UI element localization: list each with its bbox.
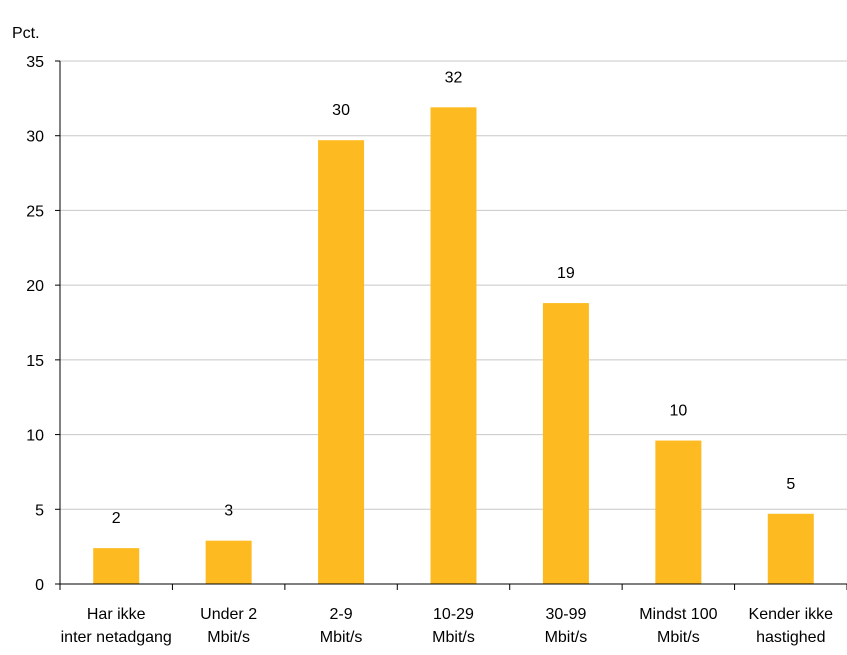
data-label-0: 2 [112,510,121,527]
data-label-1: 3 [224,503,233,520]
y-tick-label-2: 10 [26,428,44,445]
x-tick-label-1-line-0: Under 2 [200,606,257,623]
x-tick-label-2-line-1: Mbit/s [320,629,363,646]
bar-1 [205,540,252,584]
x-tick-label-3-line-1: Mbit/s [432,629,475,646]
x-tick-label-3-line-0: 10-29 [433,606,474,623]
bar-2 [318,140,365,584]
data-label-4: 19 [557,265,575,282]
y-tick-label-0: 0 [35,577,44,594]
bar-4 [542,303,589,584]
data-label-2: 30 [332,102,350,119]
x-tick-label-0-line-1: inter netadgang [61,629,172,646]
x-tick-label-6-line-1: hastighed [756,629,825,646]
labels: 0 5 10 15 20 25 30 35 2 Har ikke inter netadgang 3 U… [26,54,833,646]
bar-5 [655,440,702,584]
bar-0 [93,548,140,584]
data-label-6: 5 [786,476,795,493]
x-tick-label-4-line-0: 30-99 [545,606,586,623]
x-tick-label-0-line-0: Har ikke [87,606,146,623]
data-label-5: 10 [669,403,687,420]
axes [55,60,847,590]
data-label-3: 32 [445,69,463,86]
x-tick-label-2-line-0: 2-9 [330,606,353,623]
bar-3 [430,107,477,584]
bar-6 [767,513,814,584]
x-tick-label-4-line-1: Mbit/s [545,629,588,646]
y-tick-label-7: 35 [26,54,44,71]
x-tick-label-6-line-0: Kender ikke [749,606,834,623]
x-tick-label-5-line-1: Mbit/s [657,629,700,646]
y-tick-label-3: 15 [26,353,44,370]
y-unit-label: Pct. [12,25,40,42]
y-tick-label-6: 30 [26,129,44,146]
y-tick-label-5: 25 [26,203,44,220]
y-tick-label-1: 5 [35,502,44,519]
x-tick-label-1-line-1: Mbit/s [207,629,250,646]
x-tick-label-5-line-0: Mindst 100 [639,606,717,623]
y-tick-label-4: 20 [26,278,44,295]
bars [93,107,814,584]
